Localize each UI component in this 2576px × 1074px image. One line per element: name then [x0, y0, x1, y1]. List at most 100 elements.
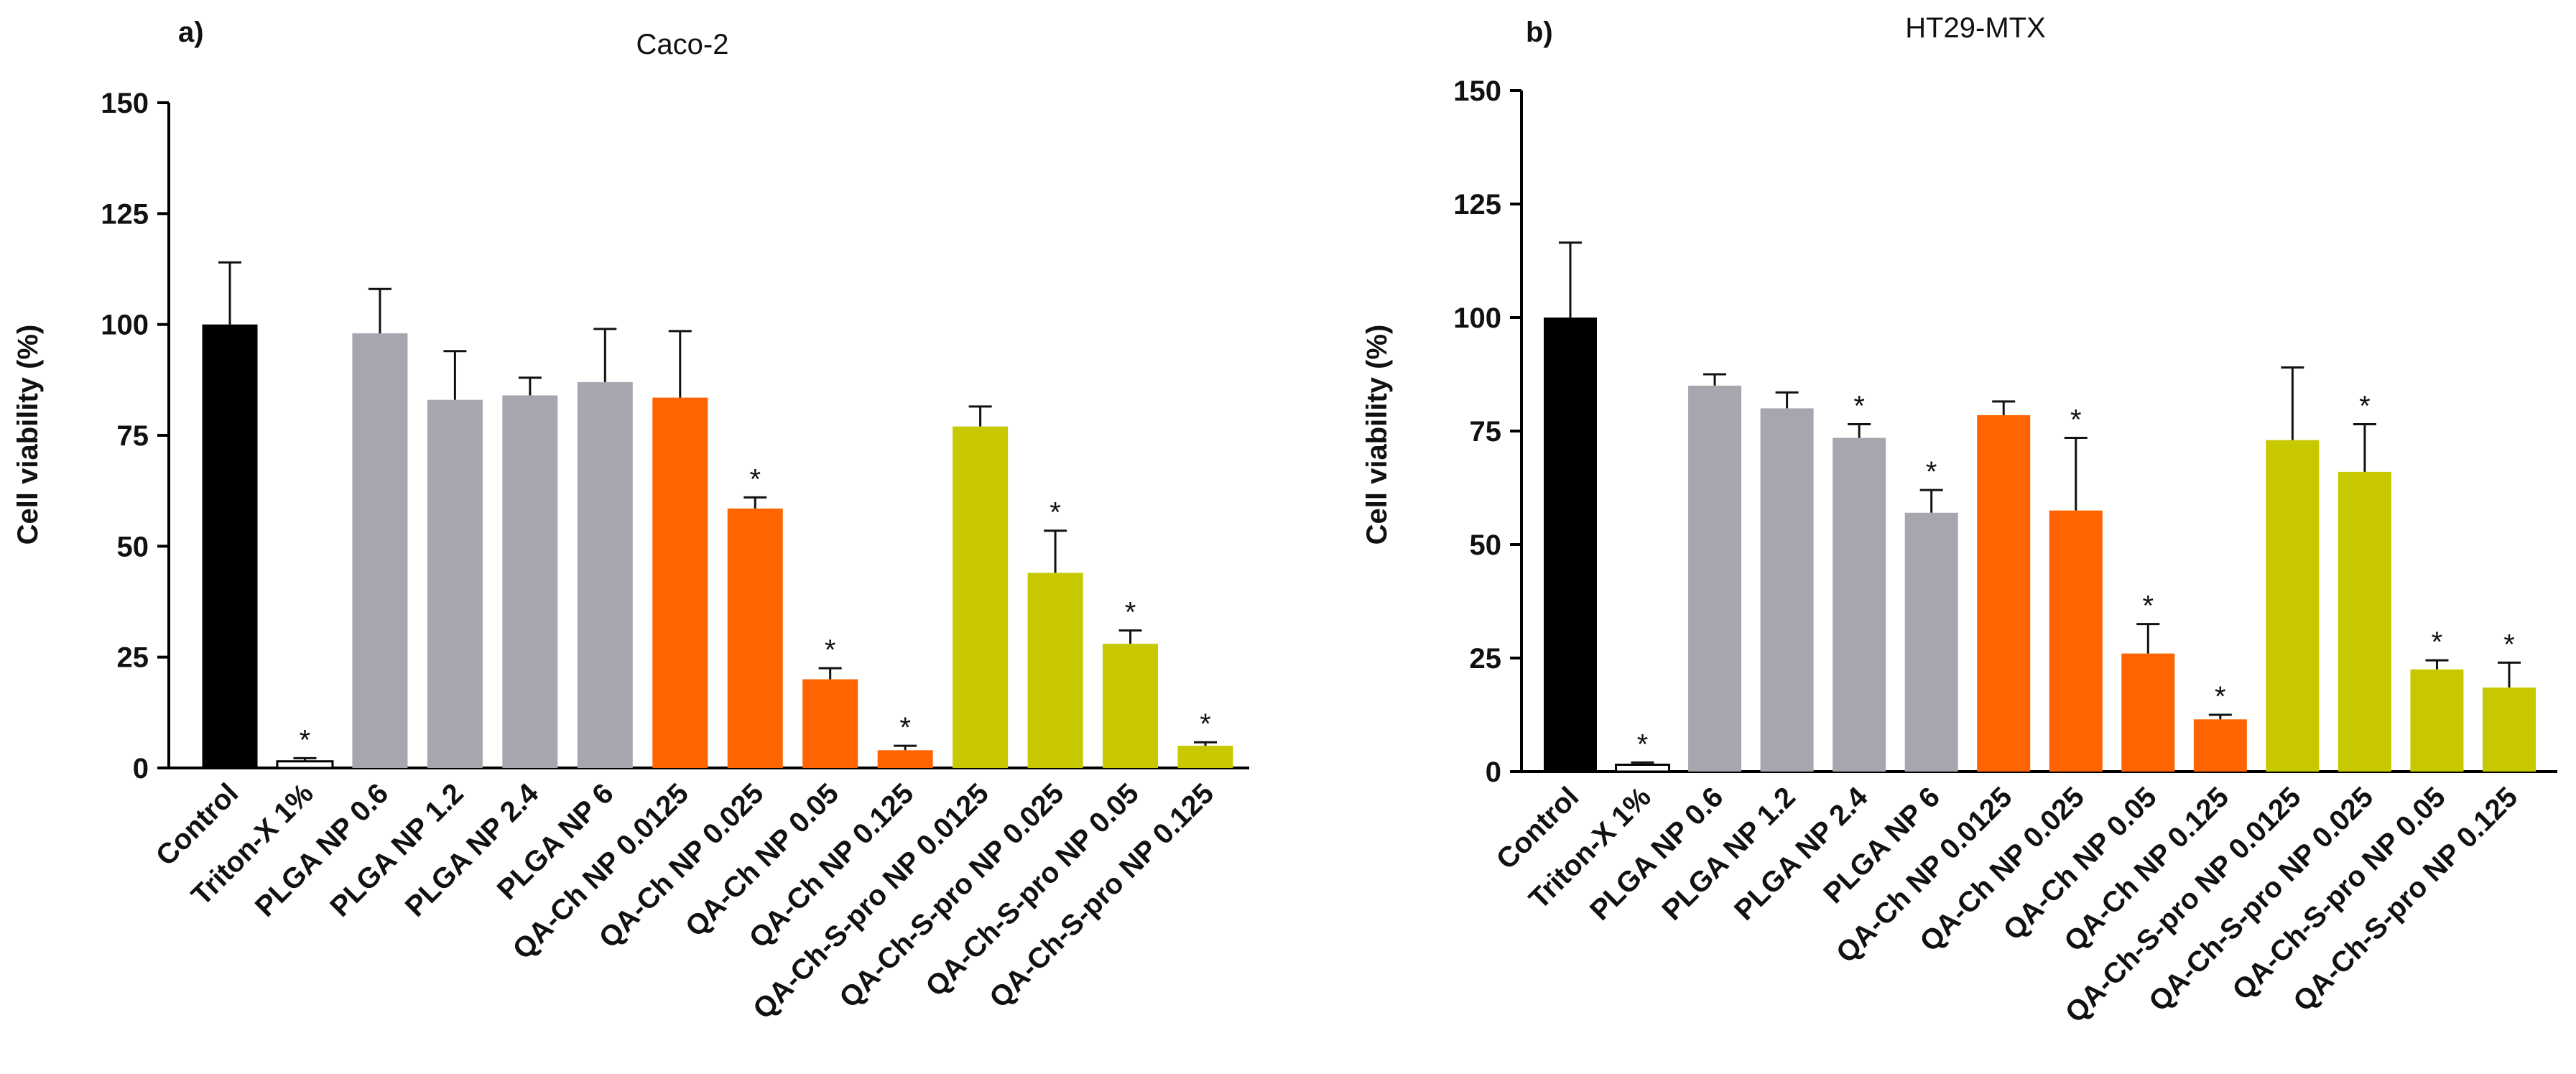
chart-title-caco2: Caco-2	[636, 29, 729, 60]
y-axis-label-caco2: Cell viability (%)	[12, 325, 44, 545]
y-tick-label: 150	[101, 88, 149, 119]
error-bar	[1703, 373, 1727, 386]
bar	[953, 426, 1009, 768]
bar	[1103, 644, 1159, 768]
bar	[877, 750, 933, 768]
bar	[2266, 440, 2320, 772]
significance-marker: *	[1926, 456, 1937, 488]
bar	[727, 508, 783, 768]
error-bar	[1559, 241, 1582, 318]
bar	[1688, 385, 1742, 772]
y-tick-label: 125	[1453, 189, 1501, 221]
significance-marker: *	[2143, 591, 2154, 622]
bar	[2193, 719, 2247, 772]
error-bar	[2136, 623, 2160, 654]
panel-caco2: a) Caco-2 Cell viability (%) 0 25 50 75 …	[12, 17, 1249, 1025]
y-tick-label: 75	[1470, 416, 1502, 448]
error-bar	[1118, 629, 1142, 644]
category-labels-ht29-mtx: Control Triton-X 1% PLGA NP 0.6 PLGA NP …	[1491, 781, 2524, 1029]
bar	[1904, 512, 1958, 772]
bar	[1177, 746, 1233, 768]
category-label: PLGA NP 0.6	[249, 777, 394, 922]
bar	[352, 333, 408, 769]
bar	[2049, 510, 2103, 772]
bar	[1833, 438, 1886, 772]
category-label: PLGA NP 2.4	[399, 777, 545, 923]
y-tick-label: 50	[1470, 529, 1502, 561]
significance-marker: *	[1125, 597, 1136, 629]
y-tick-label: 75	[117, 420, 149, 452]
category-labels-caco2: Control Triton-X 1% PLGA NP 0.6 PLGA NP …	[150, 777, 1220, 1025]
bars-ht29-mtx	[1544, 241, 2536, 773]
y-tick-label: 50	[117, 531, 149, 563]
y-tick-label: 150	[1453, 75, 1501, 107]
bar	[2338, 471, 2391, 772]
y-tick-label: 100	[1453, 302, 1501, 334]
bar	[2121, 653, 2175, 772]
bar	[427, 399, 483, 768]
bar	[1760, 408, 1814, 772]
error-bar	[218, 261, 241, 325]
significance-marker: *	[2070, 404, 2082, 435]
error-bar	[894, 744, 917, 751]
bar	[1615, 764, 1671, 773]
significance-markers-caco2: * * * * * * *	[300, 463, 1211, 756]
error-bar	[1044, 529, 1067, 573]
y-tick-label: 0	[1486, 756, 1501, 788]
error-bar	[2208, 713, 2232, 720]
bar	[2483, 688, 2536, 772]
panel-label-a: a)	[178, 17, 204, 48]
bar	[502, 395, 558, 768]
error-bar	[1919, 489, 1943, 513]
significance-marker: *	[1050, 497, 1061, 529]
panel-label-b: b)	[1526, 17, 1553, 48]
y-tick-label: 125	[101, 198, 149, 230]
significance-marker: *	[300, 724, 311, 756]
chart-title-ht29-mtx: HT29-MTX	[1905, 12, 2046, 44]
error-bar	[1775, 391, 1799, 409]
error-bar	[2353, 423, 2376, 472]
error-bar	[1848, 423, 1871, 438]
bar	[577, 381, 633, 768]
error-bar	[2498, 661, 2521, 688]
error-bar	[818, 667, 842, 680]
error-bar	[2064, 436, 2088, 511]
significance-marker: *	[2503, 629, 2515, 660]
bar	[202, 324, 258, 769]
error-bar	[443, 350, 467, 400]
bar	[802, 679, 858, 768]
error-bar	[368, 287, 392, 334]
bar	[2410, 669, 2464, 772]
significance-marker: *	[899, 712, 911, 744]
error-bar	[593, 328, 617, 382]
significance-marker: *	[825, 634, 836, 666]
error-bar	[518, 376, 542, 396]
error-bar	[2281, 366, 2304, 440]
y-tick-label: 25	[1470, 643, 1502, 675]
bar	[652, 397, 708, 768]
significance-marker: *	[2215, 681, 2226, 713]
error-bar	[968, 405, 992, 427]
significance-marker: *	[2359, 391, 2371, 422]
error-bar	[1992, 400, 2016, 415]
error-bar	[1194, 741, 1217, 746]
significance-marker: *	[1637, 728, 1649, 760]
y-tick-label: 100	[101, 310, 149, 341]
bar	[1544, 318, 1597, 772]
bar	[1027, 573, 1083, 768]
significance-marker: *	[1200, 708, 1211, 740]
bar	[276, 760, 334, 769]
significance-marker: *	[2432, 626, 2443, 658]
y-ticks-caco2: 0 25 50 75 100 125 150	[101, 88, 169, 784]
y-tick-label: 0	[133, 753, 149, 784]
bar	[1977, 415, 2031, 772]
category-label: PLGA NP 1.2	[324, 777, 469, 922]
y-axis-label-ht29-mtx: Cell viability (%)	[1361, 325, 1393, 545]
error-bar	[2425, 659, 2449, 670]
panel-ht29-mtx: b) HT29-MTX Cell viability (%) 0 25 50 7…	[1361, 12, 2557, 1029]
error-bar	[743, 496, 767, 509]
y-tick-label: 25	[117, 642, 149, 674]
significance-markers-ht29-mtx: * * * * * * * * *	[1637, 391, 2515, 761]
bars-caco2	[202, 261, 1233, 769]
